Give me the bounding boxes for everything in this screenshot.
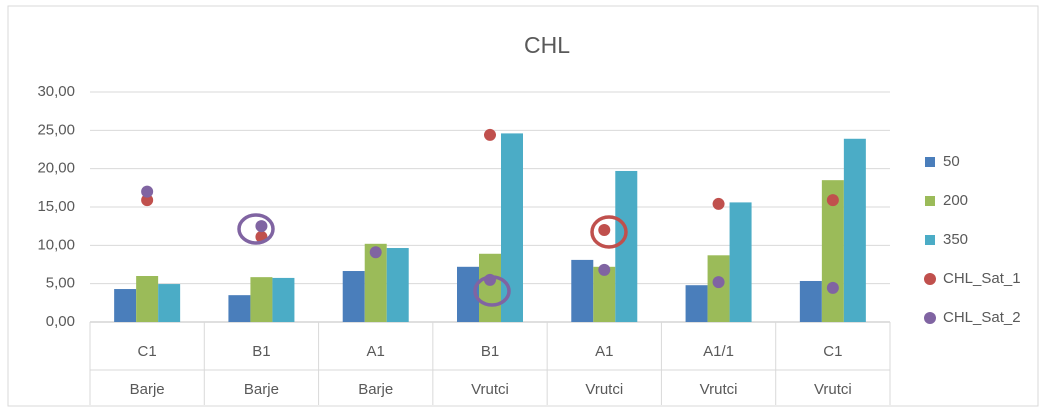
bar [272, 277, 295, 322]
marker [255, 220, 268, 233]
bar [799, 280, 822, 322]
bar [228, 295, 251, 322]
legend-label: 350 [943, 231, 968, 248]
bar [342, 271, 365, 322]
highlight-circle [237, 213, 275, 245]
x-group-label: Barje [358, 381, 393, 398]
y-tick-label: 20,00 [37, 160, 75, 177]
x-group-label: Vrutci [471, 381, 509, 398]
x-group-label: Vrutci [700, 381, 738, 398]
highlight-circle [590, 215, 628, 249]
marker [826, 194, 839, 207]
bar [593, 266, 616, 322]
chart-title: CHL [524, 32, 570, 58]
bar [479, 253, 501, 322]
marker [141, 194, 154, 207]
legend-label: CHL_Sat_2 [943, 309, 1021, 326]
bar [685, 285, 708, 322]
y-tick-label: 15,00 [37, 198, 75, 215]
x-group-label: Barje [130, 381, 165, 398]
x-tick-label: A1 [367, 343, 385, 360]
marker [712, 276, 725, 289]
bar [707, 255, 730, 322]
bar [615, 170, 638, 322]
bar [158, 284, 181, 322]
x-tick-label: C1 [138, 343, 157, 360]
y-tick-label: 5,00 [46, 275, 75, 292]
legend-swatch [925, 157, 935, 167]
legend-label: CHL_Sat_1 [943, 270, 1021, 287]
bar [386, 248, 409, 322]
legend-swatch [924, 273, 936, 285]
legend-swatch [925, 196, 935, 206]
bar [501, 133, 523, 322]
y-tick-label: 10,00 [37, 236, 75, 253]
bar [364, 243, 387, 322]
marker [369, 246, 382, 259]
x-tick-label: B1 [481, 343, 499, 360]
y-tick-label: 0,00 [46, 313, 75, 330]
x-tick-label: A1/1 [703, 343, 734, 360]
marker [598, 263, 611, 276]
bar [136, 276, 159, 322]
x-tick-label: B1 [252, 343, 270, 360]
y-tick-label: 25,00 [37, 121, 75, 138]
marker [598, 224, 611, 236]
marker [484, 128, 496, 141]
annotations [237, 213, 628, 307]
bar [114, 289, 137, 322]
x-group-label: Vrutci [814, 381, 852, 398]
marker [712, 197, 725, 210]
bar [843, 138, 866, 322]
y-tick-label: 30,00 [37, 83, 75, 100]
bar [250, 277, 273, 322]
legend-swatch [925, 235, 935, 245]
legend-label: 200 [943, 192, 968, 209]
x-tick-label: C1 [823, 343, 842, 360]
x-group-label: Vrutci [585, 381, 623, 398]
marker [826, 281, 839, 294]
highlight-circle [473, 275, 511, 307]
x-tick-label: A1 [595, 343, 613, 360]
bar [457, 266, 479, 322]
legend-label: 50 [943, 153, 960, 170]
x-group-label: Barje [244, 381, 279, 398]
legend-swatch [924, 312, 936, 324]
bar [729, 202, 752, 322]
marker [141, 185, 154, 198]
bar [571, 259, 594, 322]
